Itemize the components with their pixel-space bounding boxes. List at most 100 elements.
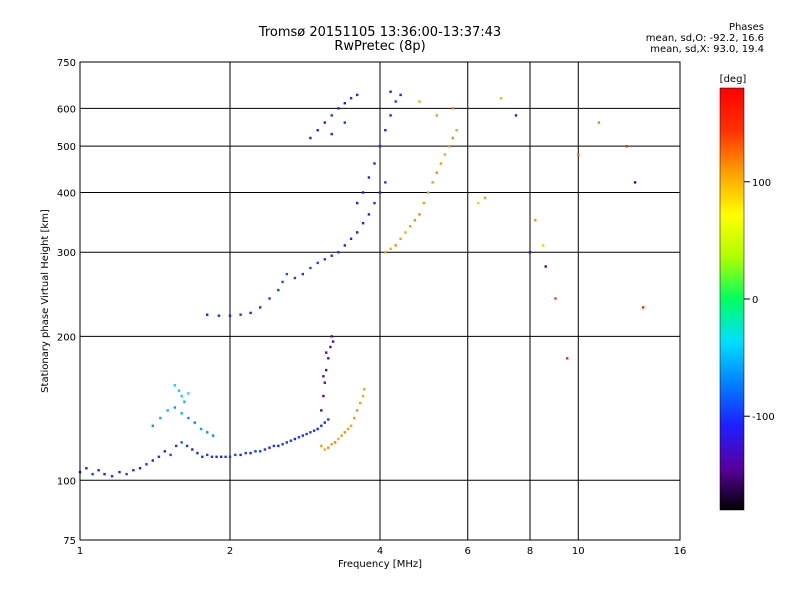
echo-point	[330, 254, 333, 257]
phases-title: Phases	[728, 22, 764, 33]
echo-point	[361, 394, 365, 398]
echo-point	[211, 434, 215, 437]
echo-point	[330, 443, 333, 446]
echo-point	[361, 191, 365, 194]
echo-point	[199, 427, 203, 431]
echo-point	[340, 434, 343, 437]
echo-point	[373, 162, 376, 165]
echo-point	[228, 314, 232, 317]
echo-point	[327, 446, 330, 449]
echo-point	[234, 453, 237, 457]
echo-point	[309, 266, 312, 270]
echo-point	[499, 97, 503, 100]
echo-point	[249, 451, 252, 455]
y-tick-label: 100	[57, 476, 76, 487]
echo-point	[316, 427, 319, 431]
y-tick-label: 500	[57, 142, 76, 153]
echo-point	[85, 467, 88, 470]
echo-point	[343, 244, 346, 247]
echo-point	[394, 244, 397, 247]
echo-point	[193, 421, 196, 424]
echo-point	[367, 176, 371, 179]
echo-point	[356, 93, 359, 97]
echo-point	[384, 251, 387, 254]
colorbar-label: [deg]	[720, 74, 747, 85]
echo-point	[399, 237, 402, 240]
echo-point	[477, 201, 480, 205]
x-tick-label: 6	[465, 546, 471, 557]
echo-point	[239, 313, 242, 316]
echo-point	[343, 431, 346, 434]
echo-point	[367, 213, 371, 216]
echo-point	[166, 409, 169, 412]
echo-point	[389, 247, 392, 250]
y-axis-label: Stationary phase Virtual Height [km]	[40, 209, 51, 393]
echo-point	[289, 439, 293, 442]
echo-point	[435, 171, 438, 174]
x-axis-label: Frequency [MHz]	[338, 559, 422, 570]
echo-point	[330, 335, 333, 338]
echo-point	[353, 416, 356, 420]
echo-point	[389, 90, 392, 93]
echo-point	[331, 340, 335, 343]
echo-point	[323, 421, 326, 424]
echo-point	[349, 424, 353, 427]
echo-point	[349, 237, 353, 240]
colorbar-tick-label: -100	[752, 412, 775, 423]
echo-point	[268, 446, 271, 449]
echo-point	[228, 455, 232, 458]
echo-point	[224, 455, 227, 458]
echo-point	[439, 162, 443, 165]
colorbar-tick-label: 0	[752, 295, 758, 306]
y-tick-label: 75	[63, 536, 76, 547]
echo-point	[301, 434, 304, 437]
echo-point	[413, 219, 417, 222]
echo-point	[333, 441, 337, 444]
echo-point	[159, 416, 162, 420]
echo-point	[325, 368, 328, 372]
echo-point	[180, 441, 183, 444]
echo-point	[145, 463, 148, 466]
echo-point	[322, 375, 325, 378]
echo-point	[277, 288, 280, 292]
echo-point	[316, 261, 319, 265]
echo-point	[330, 132, 333, 136]
echo-point	[394, 100, 397, 103]
echo-point	[91, 472, 94, 476]
echo-point	[337, 437, 340, 441]
echo-point	[384, 129, 387, 132]
echo-point	[320, 444, 323, 448]
echo-point	[173, 384, 176, 387]
echo-point	[217, 314, 221, 317]
echo-point	[327, 418, 330, 421]
echo-point	[118, 470, 121, 474]
echo-point	[373, 201, 376, 205]
echo-point	[281, 443, 284, 446]
echo-point	[285, 441, 288, 444]
echo-point	[169, 453, 172, 457]
echo-point	[206, 313, 209, 316]
echo-point	[220, 455, 223, 458]
echo-point	[451, 136, 454, 140]
echo-point	[451, 107, 454, 110]
echo-point	[343, 102, 346, 105]
x-axis: 1 2 4 6 8 10 16	[77, 546, 687, 557]
echo-point	[534, 219, 537, 222]
echo-point	[378, 145, 382, 148]
echo-point	[361, 222, 365, 225]
echo-point	[356, 231, 359, 234]
echo-point	[259, 306, 262, 309]
echo-point	[322, 394, 325, 398]
echo-point	[320, 424, 323, 427]
echo-point	[175, 444, 178, 448]
echo-point	[327, 357, 330, 360]
echo-point	[239, 453, 242, 457]
echo-point	[337, 107, 340, 110]
colorbar-tick-label: 100	[752, 178, 771, 189]
echo-point	[191, 448, 194, 451]
chart-title: Tromsø 20151105 13:36:00-13:37:43	[258, 25, 502, 40]
echo-point	[316, 129, 319, 132]
echo-point	[404, 231, 407, 234]
echo-point	[206, 453, 209, 457]
